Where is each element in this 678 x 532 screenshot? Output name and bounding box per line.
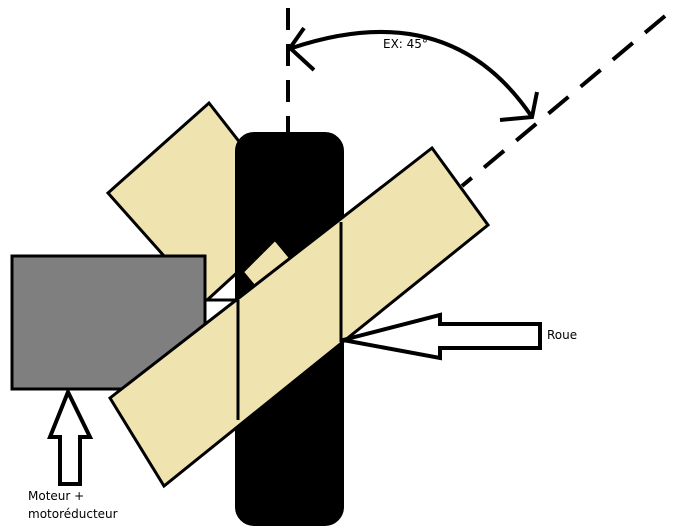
angle-arrowhead-right xyxy=(499,91,539,122)
wheel-label: Roue xyxy=(547,328,577,342)
motor-label-line2: motoréducteur xyxy=(28,507,118,521)
motor-label-line1: Moteur + xyxy=(28,489,84,503)
angle-arrowhead-left xyxy=(287,26,316,72)
motor-pointer-arrow xyxy=(47,387,94,486)
diagonal-panel xyxy=(108,145,491,489)
angle-label: EX: 45° xyxy=(383,37,428,51)
wheel-pointer-arrow xyxy=(342,312,542,361)
angle-arc xyxy=(291,30,534,119)
diagonal-reference-line xyxy=(460,14,667,188)
